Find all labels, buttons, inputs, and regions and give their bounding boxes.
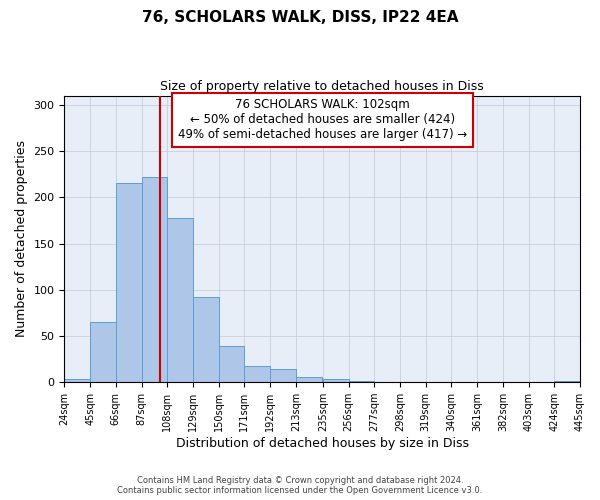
Bar (90, 322, 116, 382)
Text: Contains HM Land Registry data © Crown copyright and database right 2024.
Contai: Contains HM Land Registry data © Crown c… (118, 476, 482, 495)
Text: 76, SCHOLARS WALK, DISS, IP22 4EA: 76, SCHOLARS WALK, DISS, IP22 4EA (142, 10, 458, 25)
Bar (323, 378, 349, 382)
Bar (193, 297, 219, 382)
Text: 76 SCHOLARS WALK: 102sqm
← 50% of detached houses are smaller (424)
49% of semi-: 76 SCHOLARS WALK: 102sqm ← 50% of detach… (178, 98, 467, 142)
Title: Size of property relative to detached houses in Diss: Size of property relative to detached ho… (160, 80, 484, 93)
X-axis label: Distribution of detached houses by size in Diss: Distribution of detached houses by size … (176, 437, 469, 450)
Bar (219, 346, 244, 382)
Bar (116, 184, 142, 382)
Bar (142, 177, 167, 382)
Bar (167, 218, 193, 382)
Bar (244, 366, 270, 382)
Bar (270, 370, 296, 382)
Y-axis label: Number of detached properties: Number of detached properties (15, 140, 28, 338)
Bar (296, 376, 322, 382)
Bar (64, 378, 90, 382)
